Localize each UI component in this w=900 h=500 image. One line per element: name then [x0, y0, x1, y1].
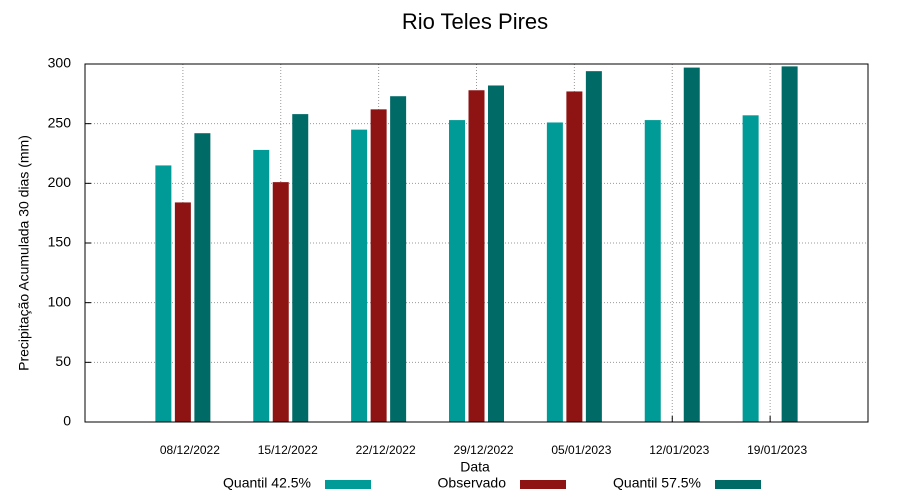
x-tick-label: 19/01/2023	[747, 443, 807, 457]
y-tick-label: 50	[55, 353, 71, 369]
bar	[585, 71, 602, 422]
legend-label: Quantil 42.5%	[223, 475, 311, 491]
bar	[370, 109, 387, 422]
x-axis-title: Data	[460, 459, 490, 475]
legend-label: Quantil 57.5%	[613, 475, 701, 491]
y-tick-label: 200	[48, 174, 72, 190]
bar	[253, 149, 270, 423]
x-tick-label: 12/01/2023	[649, 443, 709, 457]
legend-swatch	[325, 480, 371, 489]
bar	[488, 85, 504, 422]
bar	[155, 165, 172, 422]
bar	[194, 133, 211, 423]
x-tick-label: 05/01/2023	[551, 443, 611, 457]
bar	[449, 120, 465, 422]
bar	[566, 91, 583, 423]
y-tick-label: 150	[48, 234, 72, 250]
legend-swatch	[520, 480, 566, 489]
y-tick-label: 250	[48, 114, 72, 130]
x-tick-label: 15/12/2022	[258, 443, 318, 457]
bar	[546, 122, 563, 423]
bar	[272, 182, 289, 422]
bar	[683, 67, 700, 422]
bar	[468, 90, 485, 423]
plot-frame	[84, 63, 869, 423]
bar	[351, 129, 368, 422]
chart-title: Rio Teles Pires	[402, 9, 548, 34]
y-tick-label: 100	[48, 293, 72, 309]
bar	[644, 120, 661, 422]
x-tick-label: 08/12/2022	[160, 443, 220, 457]
bar	[742, 115, 759, 423]
bar	[174, 202, 191, 422]
y-tick-label: 0	[63, 413, 71, 429]
legend-label: Observado	[438, 475, 507, 491]
bar	[292, 114, 309, 423]
bar	[390, 96, 407, 422]
legend-swatch	[715, 480, 761, 489]
y-tick-label: 300	[48, 55, 72, 71]
x-tick-label: 29/12/2022	[453, 443, 513, 457]
x-tick-label: 22/12/2022	[356, 443, 416, 457]
y-axis-title: Precipitação Acumulada 30 dias (mm)	[16, 135, 32, 371]
bar	[781, 66, 798, 423]
